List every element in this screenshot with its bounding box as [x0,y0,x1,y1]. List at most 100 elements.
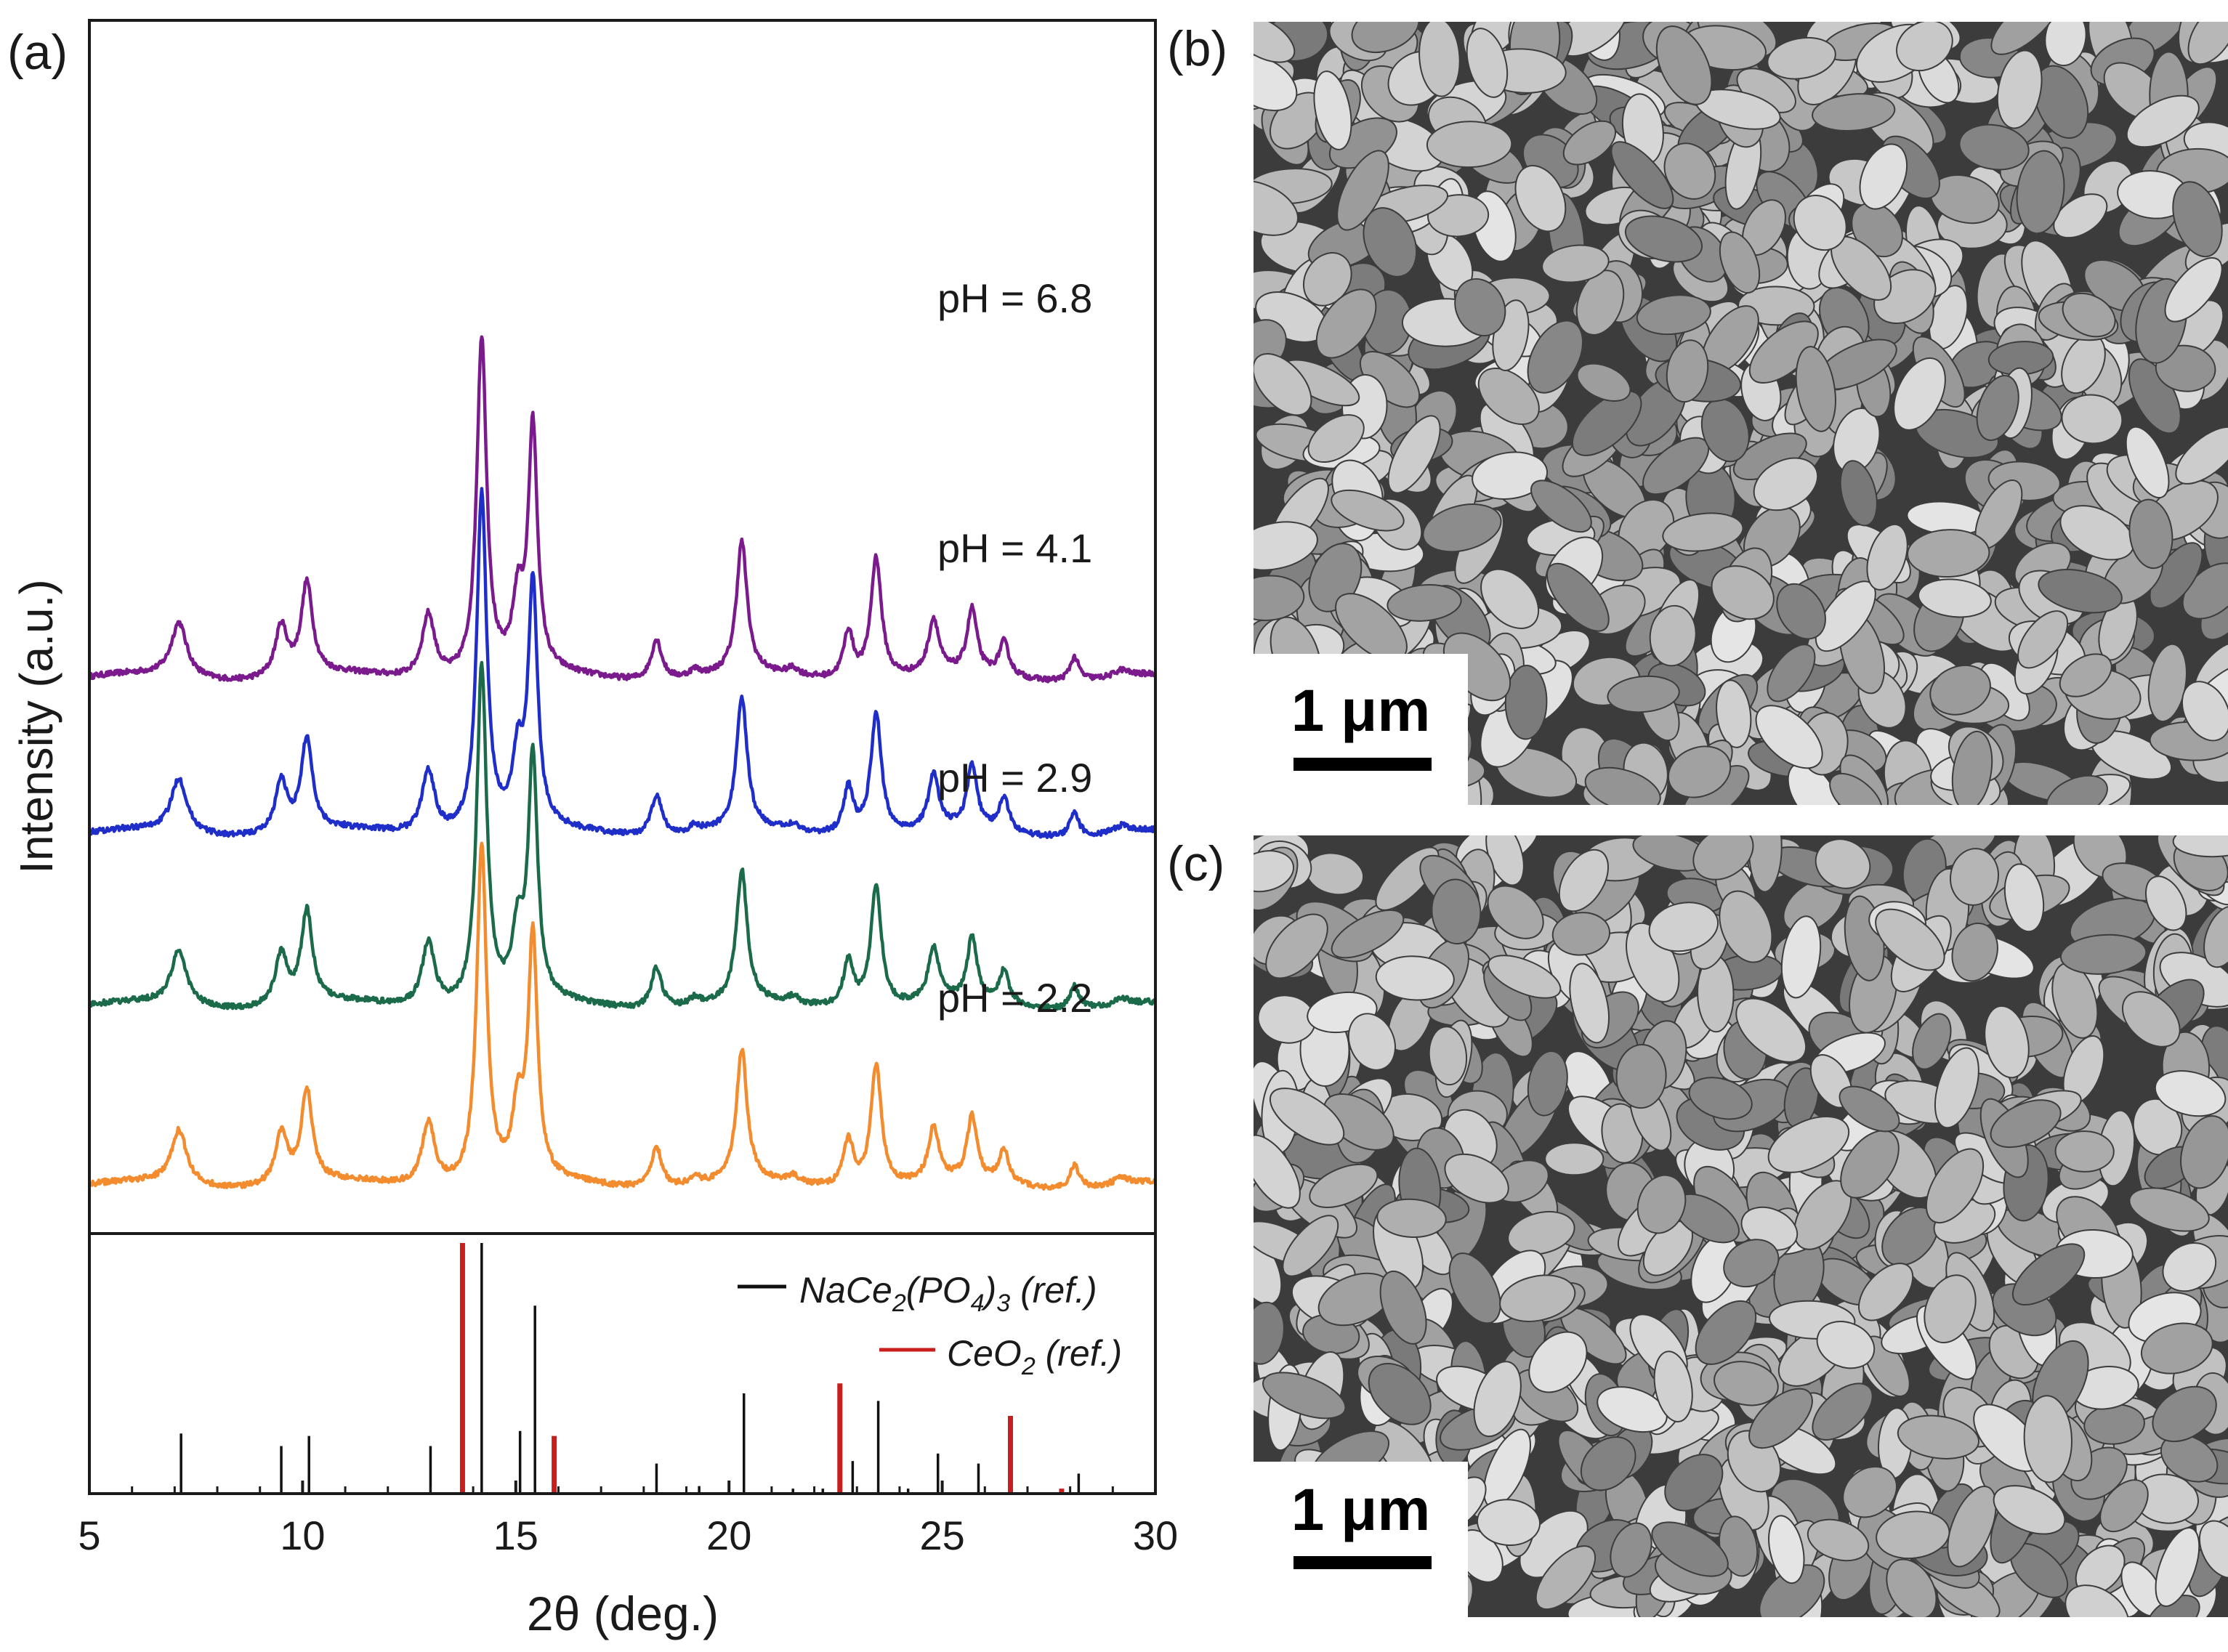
sem-particle [1254,22,1296,63]
legend-label-nacepo: NaCe2(PO4)3 (ref.) [799,1270,1097,1317]
sem-particle [1254,1301,1285,1365]
sem-particle [2033,65,2089,139]
sem-particle [1254,353,1312,416]
sem-particle [1444,1153,1509,1204]
sem-particle [1767,36,1836,80]
x-axis-ticks: 5 10 15 20 25 30 [78,1481,1178,1558]
sem-particle [2147,643,2187,723]
sem-particle [1842,1465,1897,1518]
panel-label-c: (c) [1167,836,1225,891]
sem-particle [1716,679,1752,748]
sem-particle [1748,1388,1813,1449]
sem-particle [1610,1522,1652,1578]
x-tick-label: 10 [280,1513,325,1558]
sem-particle [1477,368,1540,425]
sem-particle [1351,22,1420,53]
sem-particle [1667,745,1732,798]
sem-particle [2155,1526,2200,1608]
sem-particle [1857,1263,1914,1321]
sem-particle [1896,22,1953,72]
scale-bar-box: 1 μm [1254,654,1468,805]
sem-particle [1541,244,1610,283]
sem-particle [1431,878,1482,945]
sem-particle [1569,963,1610,1044]
sem-particle [1427,194,1490,238]
sem-particle [1309,1163,1379,1208]
panel-label-a: (a) [7,25,68,80]
sem-particle [1636,1174,1687,1234]
sem-particle [1993,1485,2066,1535]
sem-particle [1662,512,1744,552]
sem-particle [2059,653,2112,697]
sem-particle [1829,772,1884,805]
sem-particle [1597,1386,1668,1433]
sem-particle [1780,915,1822,999]
sem-particle [1688,1077,1753,1120]
sem-particle [1336,150,1389,231]
sem-particle [2128,498,2173,570]
sem-particle [1767,644,1816,702]
sem-particle [1315,288,1377,359]
sem-particle [2046,774,2108,805]
sem-particle [2164,256,2223,323]
sem-particle [2175,426,2228,485]
sem-particle [1368,1363,1432,1425]
sem-particle [2155,344,2216,392]
sem-particle [2154,1070,2227,1117]
sem-particle [1714,1361,1779,1406]
sem-particle [1815,838,1871,889]
sem-particle [1976,375,2019,441]
xrd-curve-41 [88,487,1157,840]
sem-particle [1947,1485,1997,1568]
sem-particle [1951,730,1993,805]
sem-particle [1839,460,1878,527]
sem-particle [2011,1243,2086,1306]
scale-bar-label: 1 μm [1291,1477,1431,1543]
sem-particle [1934,1047,1979,1129]
sem-particle [1254,850,1295,893]
sem-particle [2187,22,2228,65]
sem-image-c: 1 μm [1254,835,2228,1617]
sem-particle [1655,25,1713,105]
scale-bar [1293,758,1432,771]
bottom-plot-frame [88,1232,1157,1495]
sem-particle [1302,252,1352,307]
sem-particle [1472,451,1549,500]
sem-particle [2162,1242,2217,1292]
sem-particle [1428,1026,1468,1086]
sem-particle [1735,997,1807,1063]
xrd-curves [87,335,1158,1191]
sem-particle [1897,1414,1979,1459]
sem-particle [1499,1274,1576,1322]
sem-particle [1812,1382,1873,1441]
sem-particle [1269,1088,1345,1146]
sem-particle [2121,991,2181,1048]
sem-particle [1473,1361,1522,1438]
sem-particle [2180,1115,2228,1189]
sem-particle [1925,1148,1985,1224]
sem-particle [1653,1351,1693,1422]
sem-particle [1530,479,1592,533]
sem-particle [1422,503,1502,553]
sem-particle [1307,414,1365,463]
sem-particle [1448,1252,1501,1324]
sem-particle [1759,1564,1825,1617]
sem-particle [2160,1433,2219,1483]
sem-particle [1924,1274,1977,1344]
sem-particle [2017,610,2069,669]
sem-particle [1387,583,1462,622]
sem-particle [2181,562,2228,620]
curve-label: pH = 2.9 [937,755,1092,801]
sem-particle [2181,681,2228,742]
sem-particle [2059,934,2147,975]
sem-particle [1795,346,1836,432]
x-tick-label: 20 [706,1513,751,1558]
sem-particle [1651,1521,1729,1577]
sem-particle [1575,270,1625,336]
sem-particle [1347,1013,1396,1071]
curve-label: pH = 4.1 [937,525,1092,571]
sem-particle [2003,863,2045,933]
sem-particle [1504,665,1548,740]
sem-particle [1546,562,1610,632]
sem-particle [1254,575,1305,621]
